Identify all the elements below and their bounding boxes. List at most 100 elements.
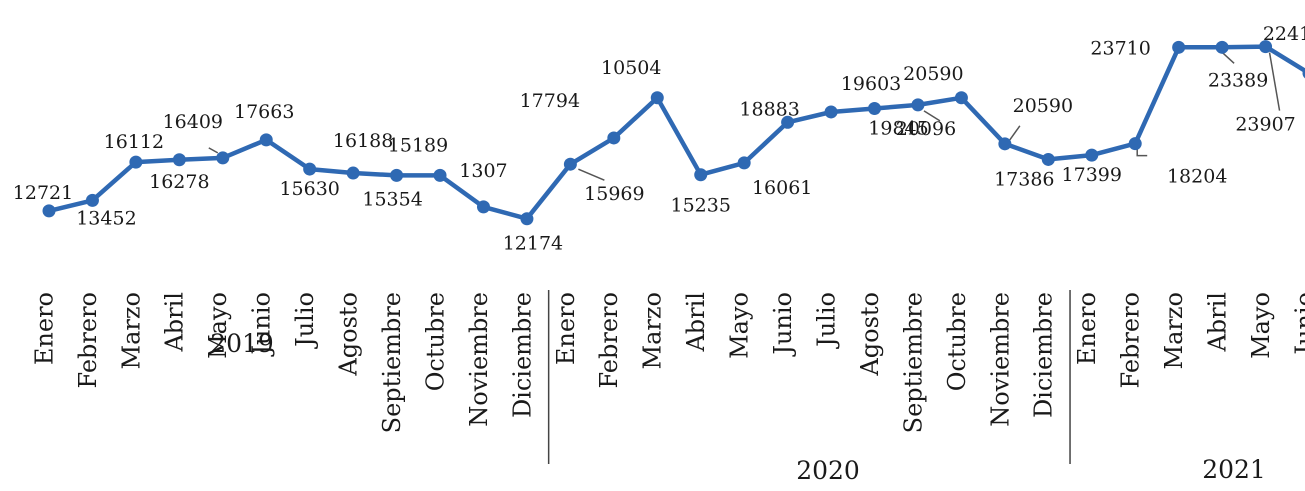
- data-point: [1085, 148, 1099, 162]
- data-label: 20096: [896, 118, 956, 140]
- data-point: [1302, 68, 1305, 79]
- month-tick-label: Octubre: [421, 292, 449, 391]
- data-point: [1128, 137, 1142, 151]
- month-tick-label: Agosto: [856, 292, 884, 377]
- data-label: 15969: [584, 183, 644, 205]
- data-point: [433, 168, 447, 182]
- data-point: [737, 156, 751, 170]
- data-point: [216, 151, 230, 165]
- data-label: 18883: [739, 98, 799, 120]
- month-tick-label: Mayo: [204, 292, 232, 359]
- data-label: 17794: [520, 90, 580, 112]
- month-tick-label: Mayo: [1247, 292, 1275, 359]
- year-label: 2019: [210, 329, 274, 358]
- series-line: [46, 44, 1305, 221]
- month-tick-label: Diciembre: [1030, 292, 1058, 418]
- data-label: 15354: [362, 188, 422, 210]
- leader-line: [208, 147, 219, 154]
- data-point: [259, 133, 273, 147]
- month-tick-label: Abril: [161, 292, 189, 353]
- leader-line: [1009, 125, 1021, 141]
- month-tick-label: Enero: [30, 292, 58, 365]
- data-label: 16061: [752, 177, 812, 199]
- data-point: [998, 137, 1012, 151]
- month-tick-label: Enero: [552, 292, 580, 365]
- month-tick-label: Diciembre: [508, 292, 536, 418]
- data-point: [781, 115, 795, 129]
- month-tick-label: Abril: [1204, 292, 1232, 353]
- year-label: 2021: [1202, 455, 1266, 484]
- month-tick-labels: Enero Febrero Marzo Abril Mayo Junio Julio Agos…: [30, 292, 1305, 433]
- data-label: 16409: [163, 111, 223, 133]
- leader-line: [923, 110, 941, 122]
- month-tick-label: Septiembre: [899, 292, 927, 433]
- data-label: 23710: [1090, 37, 1150, 59]
- month-tick-label: Noviembre: [465, 292, 493, 427]
- data-label: 15235: [670, 195, 730, 217]
- month-tick-label: Septiembre: [378, 292, 406, 433]
- data-label: 1307: [459, 160, 507, 182]
- month-tick-label: Marzo: [1160, 292, 1188, 369]
- data-label: 17399: [1062, 164, 1122, 186]
- month-tick-label: Marzo: [117, 292, 145, 369]
- month-tick-label: Agosto: [335, 292, 363, 377]
- data-label: 15630: [279, 178, 339, 200]
- month-tick-label: Abril: [682, 292, 710, 353]
- month-tick-label: Febrero: [595, 292, 623, 389]
- data-point: [520, 212, 534, 226]
- leader-line: [578, 168, 605, 181]
- data-label: 23907: [1235, 114, 1295, 136]
- month-tick-label: Junio: [769, 292, 797, 358]
- data-label: 16112: [104, 131, 164, 153]
- data-label: 20590: [903, 63, 963, 85]
- leader-line: [1136, 148, 1148, 157]
- data-point: [85, 193, 99, 207]
- data-point: [650, 91, 664, 105]
- data-point: [390, 168, 404, 182]
- data-label: 2241: [1263, 23, 1305, 45]
- year-labels: 2019 2020 2021: [210, 329, 1266, 485]
- data-point: [694, 168, 708, 182]
- data-label: 17386: [994, 168, 1054, 190]
- data-label: 13452: [76, 207, 136, 229]
- year-label: 2020: [796, 456, 860, 485]
- month-tick-label: Octubre: [943, 292, 971, 391]
- data-label: 16188: [333, 130, 393, 152]
- data-point: [1215, 40, 1229, 54]
- data-point: [911, 98, 925, 112]
- month-tick-label: Junio: [248, 292, 276, 358]
- month-tick-label: Enero: [1073, 292, 1101, 365]
- month-tick-label: Febrero: [1117, 292, 1145, 389]
- data-points: [42, 40, 1305, 226]
- data-point: [346, 166, 360, 180]
- month-tick-label: Marzo: [639, 292, 667, 369]
- month-tick-label: Julio: [812, 292, 840, 350]
- data-label: 12721: [13, 182, 73, 204]
- data-label: 17663: [234, 101, 294, 123]
- month-tick-label: Junio: [1290, 292, 1305, 358]
- month-tick-label: Mayo: [726, 292, 754, 359]
- data-point: [954, 91, 968, 105]
- data-point: [1259, 40, 1273, 54]
- data-point: [129, 155, 143, 169]
- month-tick-label: Febrero: [74, 292, 102, 389]
- month-tick-label: Julio: [291, 292, 319, 350]
- year-separators: [547, 290, 1071, 464]
- leader-line: [1268, 52, 1281, 111]
- data-point: [607, 131, 621, 145]
- data-point: [476, 200, 490, 214]
- data-label: 16278: [149, 171, 209, 193]
- leader-line: [1221, 51, 1235, 64]
- data-point: [563, 157, 577, 171]
- data-label: 23389: [1208, 69, 1268, 91]
- series-line-layer: [46, 44, 1305, 221]
- data-label: 20590: [1013, 95, 1073, 117]
- data-point: [868, 101, 882, 115]
- data-label: 10504: [601, 57, 661, 79]
- data-label: 12174: [503, 233, 563, 255]
- data-point: [42, 204, 56, 218]
- data-point: [303, 162, 317, 176]
- data-point: [172, 153, 186, 167]
